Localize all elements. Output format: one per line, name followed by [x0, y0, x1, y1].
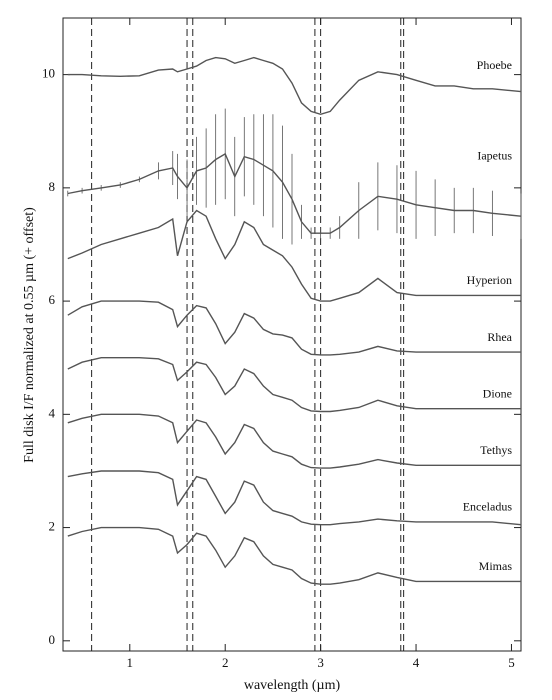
x-tick-label: 1	[127, 655, 134, 670]
series-label: Tethys	[480, 443, 512, 457]
x-axis-label: wavelength (µm)	[244, 678, 341, 693]
x-tick-label: 2	[222, 655, 229, 670]
x-tick-label: 3	[317, 655, 324, 670]
spectrum-line	[67, 526, 521, 585]
y-tick-label: 6	[49, 292, 56, 307]
x-tick-label: 4	[413, 655, 420, 670]
spectrum-line	[67, 152, 522, 234]
spectrum-line	[67, 470, 522, 526]
spectrum-line	[67, 300, 521, 356]
series-label: Hyperion	[467, 273, 512, 287]
spectrum-line	[67, 357, 521, 413]
y-tick-label: 4	[49, 405, 56, 420]
y-tick-label: 8	[49, 179, 56, 194]
series-label: Dione	[483, 386, 512, 400]
x-tick-label: 5	[508, 655, 515, 670]
y-tick-label: 0	[49, 632, 56, 647]
spectrum-line	[67, 56, 522, 116]
plot-frame	[62, 17, 522, 652]
y-tick-label: 2	[49, 519, 56, 534]
series-label: Enceladus	[463, 500, 513, 514]
y-tick-label: 10	[42, 66, 55, 81]
series-label: Iapetus	[477, 149, 512, 163]
series-label: Mimas	[479, 559, 513, 573]
series-label: Phoebe	[477, 58, 512, 72]
y-axis-label: Full disk I/F normalized at 0.55 µm (+ o…	[22, 207, 37, 463]
spectrum-line	[67, 209, 521, 302]
spectrum-line	[67, 413, 521, 469]
series-label: Rhea	[487, 330, 512, 344]
